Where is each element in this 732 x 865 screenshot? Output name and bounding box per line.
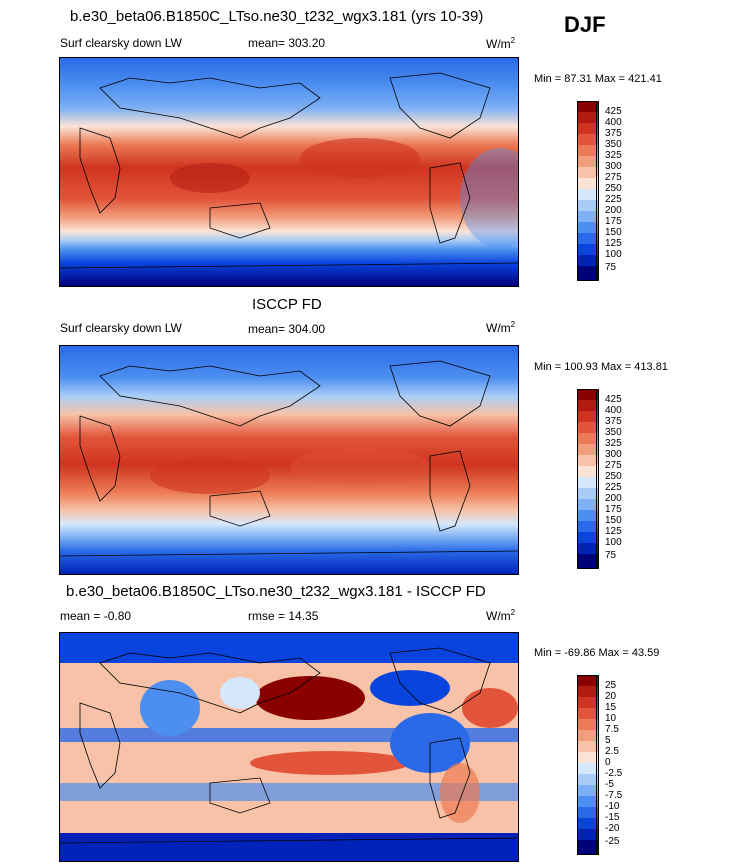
colorbar-label: 425 [605, 106, 622, 117]
colorbar-label: -10 [605, 801, 620, 812]
panel-2-map-svg [60, 346, 518, 574]
panel-2-colorbar-outline [577, 389, 597, 569]
colorbar-label: 15 [605, 702, 617, 713]
colorbar-label: -7.5 [605, 790, 623, 801]
colorbar-label: -5 [605, 779, 614, 790]
colorbar-label: 100 [605, 249, 622, 260]
colorbar-label: 325 [605, 150, 622, 161]
colorbar-label: 300 [605, 449, 622, 460]
colorbar-label: 75 [605, 550, 617, 561]
colorbar-label: 400 [605, 117, 622, 128]
colorbar-label: 425 [605, 394, 622, 405]
colorbar-label: 20 [605, 691, 617, 702]
colorbar-label: 250 [605, 471, 622, 482]
colorbar-label: 150 [605, 227, 622, 238]
panel-1-colorbar-outline [577, 101, 597, 281]
panel-2-minmax: Min = 100.93 Max = 413.81 [534, 361, 668, 373]
colorbar-label: 350 [605, 139, 622, 150]
colorbar-label: 125 [605, 238, 622, 249]
colorbar-label: 25 [605, 680, 617, 691]
colorbar-label: 175 [605, 216, 622, 227]
panel-1-coastlines [60, 72, 518, 269]
panel-3-colorbar-outline [577, 675, 597, 855]
panel-3-coastlines [60, 647, 518, 844]
panel-3-mean-label: mean = -0.80 [60, 609, 132, 623]
colorbar-label: 175 [605, 504, 622, 515]
panel-1-units: W/m2 [486, 36, 516, 51]
colorbar-label: 7.5 [605, 724, 619, 735]
colorbar-label: 350 [605, 427, 622, 438]
colorbar-label: 275 [605, 172, 622, 183]
colorbar-label: 225 [605, 482, 622, 493]
panel-3-map [59, 632, 519, 862]
colorbar-label: 225 [605, 194, 622, 205]
panel-2-coastlines [60, 360, 518, 557]
panel-3-title: b.e30_beta06.B1850C_LTso.ne30_t232_wgx3.… [66, 583, 486, 600]
colorbar-label: 125 [605, 526, 622, 537]
colorbar-label: 300 [605, 161, 622, 172]
colorbar-label: 200 [605, 493, 622, 504]
panel-3-rmse-label: rmse = 14.35 [248, 609, 319, 623]
panel-2-units: W/m2 [486, 320, 516, 335]
panel-1-mean-label: mean= 303.20 [248, 36, 326, 50]
season-label: DJF [564, 12, 606, 37]
colorbar-label: 10 [605, 713, 617, 724]
colorbar-label: 100 [605, 537, 622, 548]
colorbar-label: 325 [605, 438, 622, 449]
panel-1-map [59, 57, 519, 287]
panel-1-variable-label: Surf clearsky down LW [60, 36, 182, 50]
panel-1-map-svg [60, 58, 518, 286]
panel-1-minmax: Min = 87.31 Max = 421.41 [534, 73, 662, 85]
panel-2-map [59, 345, 519, 575]
colorbar-label: 400 [605, 405, 622, 416]
colorbar-label: 0 [605, 757, 611, 768]
colorbar-label: 75 [605, 262, 617, 273]
colorbar-label: 150 [605, 515, 622, 526]
colorbar-label: 375 [605, 128, 622, 139]
panel-1-title: b.e30_beta06.B1850C_LTso.ne30_t232_wgx3.… [70, 8, 484, 25]
colorbar-label: 5 [605, 735, 611, 746]
colorbar-label: 375 [605, 416, 622, 427]
colorbar-label: 275 [605, 460, 622, 471]
panel-2-title: ISCCP FD [252, 296, 322, 313]
colorbar-label: -2.5 [605, 768, 623, 779]
colorbar-label: 250 [605, 183, 622, 194]
colorbar-label: 2.5 [605, 746, 619, 757]
panel-3-minmax: Min = -69.86 Max = 43.59 [534, 647, 660, 659]
panel-3-map-svg [60, 633, 518, 861]
colorbar-label: -15 [605, 812, 620, 823]
panel-2-mean-label: mean= 304.00 [248, 322, 326, 336]
panel-2-variable-label: Surf clearsky down LW [60, 321, 182, 335]
colorbar-label: 200 [605, 205, 622, 216]
panel-3-units: W/m2 [486, 608, 516, 623]
colorbar-label: -20 [605, 823, 620, 834]
colorbar-label: -25 [605, 836, 620, 847]
